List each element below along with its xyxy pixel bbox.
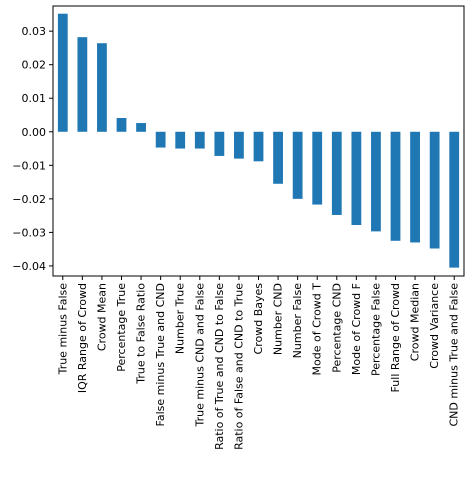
bar-1 bbox=[57, 13, 68, 132]
bar-10 bbox=[234, 131, 244, 159]
bar-17 bbox=[371, 131, 381, 232]
bar-19 bbox=[410, 131, 420, 243]
bar-11 bbox=[253, 131, 264, 162]
bar-4 bbox=[116, 118, 127, 132]
y-tick-label: 0.00 bbox=[22, 126, 47, 139]
x-tick-label: Percentage False bbox=[369, 283, 382, 376]
x-tick-label: Full Range of Crowd bbox=[389, 283, 402, 392]
x-tick-label: CND minus True and False bbox=[448, 283, 461, 427]
y-tick-label: −0.04 bbox=[12, 260, 46, 273]
x-tick-label: Crowd Variance bbox=[428, 283, 441, 369]
y-tick-label: 0.01 bbox=[22, 92, 47, 105]
bar-13 bbox=[292, 131, 303, 199]
x-tick-label: Ratio of False and CND to True bbox=[232, 283, 245, 450]
x-tick-label: Mode of Crowd T bbox=[311, 283, 324, 376]
x-tick-label: Ratio of True and CND to False bbox=[213, 283, 226, 450]
x-tick-label: False minus True and CND bbox=[154, 283, 167, 426]
y-tick-label: 0.02 bbox=[22, 59, 47, 72]
x-tick-label: Crowd Mean bbox=[95, 283, 108, 351]
x-tick-label: Crowd Bayes bbox=[252, 283, 265, 355]
x-tick-label: Number CND bbox=[272, 283, 285, 355]
y-axis: −0.04 −0.03 −0.02 −0.01 0.00 0.01 0.02 0.03 bbox=[12, 25, 53, 273]
bar-3 bbox=[97, 43, 107, 132]
bar-21 bbox=[449, 131, 460, 268]
x-tick-label: Number False bbox=[291, 283, 304, 359]
bar-6 bbox=[155, 131, 166, 148]
x-tick-label: IQR Range of Crowd bbox=[76, 283, 89, 393]
x-tick-label: Percentage CND bbox=[330, 283, 343, 373]
x-tick-label: True minus False bbox=[56, 283, 69, 376]
bar-15 bbox=[331, 131, 342, 215]
x-tick-label: Percentage True bbox=[115, 283, 128, 372]
x-axis: True minus False IQR Range of Crowd Crowd … bbox=[56, 276, 461, 450]
bar-14 bbox=[312, 131, 323, 205]
y-tick-label: 0.03 bbox=[22, 25, 47, 38]
plot-frame bbox=[52, 5, 465, 277]
bar-20 bbox=[429, 131, 440, 249]
bar-16 bbox=[351, 131, 362, 226]
bar-7 bbox=[175, 131, 186, 149]
y-tick-label: −0.01 bbox=[12, 159, 46, 172]
x-tick-label: True to False Ratio bbox=[135, 283, 148, 385]
x-tick-label: Crowd Median bbox=[409, 283, 422, 361]
x-tick-label: Mode of Crowd F bbox=[350, 283, 363, 375]
y-tick-label: −0.02 bbox=[12, 193, 46, 206]
bar-18 bbox=[390, 131, 401, 241]
bars-group bbox=[57, 13, 460, 268]
bar-5 bbox=[136, 123, 146, 132]
bar-9 bbox=[214, 131, 225, 156]
bar-8 bbox=[194, 131, 205, 149]
y-tick-label: −0.03 bbox=[12, 226, 46, 239]
bar-2 bbox=[77, 37, 88, 132]
x-tick-label: Number True bbox=[174, 283, 187, 354]
bar-12 bbox=[273, 131, 283, 184]
x-tick-label: True minus CND and False bbox=[193, 283, 206, 428]
